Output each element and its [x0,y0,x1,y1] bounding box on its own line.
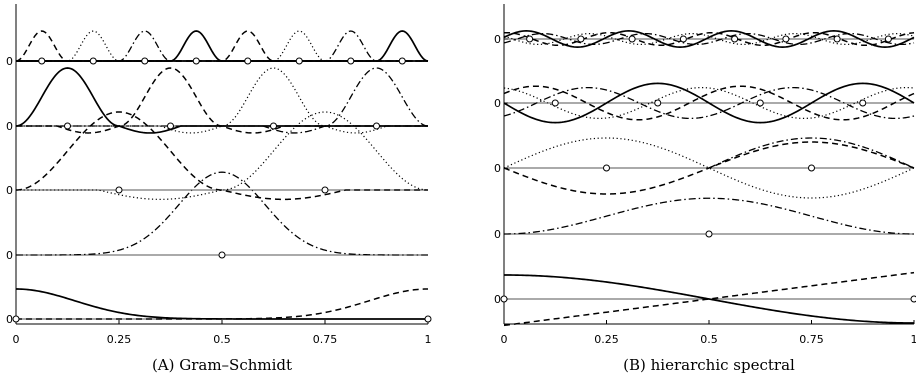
basis-curve-solid [15,67,428,134]
basis-curve-solid [503,82,915,124]
basis-curve-dotted [503,86,915,120]
node-marker [64,122,71,130]
node-marker [731,35,739,43]
basis-curve-dashdot [16,30,428,62]
basis-curve-dashed [503,85,915,121]
x-tick-label: 0.5 [213,333,231,346]
row-zero-label: 0 [6,313,13,326]
basis-curve-dotted [16,30,428,62]
row-zero-label: 0 [6,120,13,133]
node-marker [603,164,610,172]
basis-curve-solid [503,30,915,48]
node-marker [782,35,790,43]
panel-caption: (B) hierarchic spectral [623,356,795,374]
basis-curve-dotted [503,137,915,199]
node-marker [551,99,559,107]
panel-hierarchic-spectral: 0 0.25 0.5 0.75 1 0 0 0 0 0 (B) hierarchic spectra… [494,4,916,374]
node-marker [115,186,123,194]
node-marker [577,35,585,43]
row-zero-label: 0 [6,184,13,197]
x-tick-label: 0.75 [799,333,824,346]
x-tick-label: 0.75 [313,333,338,346]
node-marker [373,122,380,130]
row-zero-label: 0 [6,55,13,68]
x-tick-label: 1 [425,333,432,346]
basis-curve-dashdot [16,171,428,256]
node-marker [679,35,687,43]
basis-curve-dashdot [16,67,429,134]
basis-curve-solid [15,288,428,320]
x-tick-label: 0.25 [107,333,132,346]
node-marker [526,35,534,43]
x-tick-label: 0 [13,333,20,346]
basis-curve-dashed [15,30,428,62]
basis-curve-dashdot [16,30,428,62]
node-marker [756,99,764,107]
node-marker [910,295,916,303]
basis-curve-dashed [15,111,428,201]
node-marker [141,57,149,65]
basis-curve-solid [16,30,429,62]
basis-curve-dotted [16,111,429,200]
node-marker [295,57,303,65]
x-tick-label: 0.25 [594,333,619,346]
node-marker [424,315,432,323]
node-marker [218,251,226,259]
basis-curve-solid [504,274,914,324]
node-marker [38,57,46,65]
node-marker [270,122,277,130]
node-marker [808,164,815,172]
node-marker [705,230,713,238]
row-zero-label: 0 [494,293,501,306]
row-zero-label: 0 [494,33,501,46]
node-marker [500,295,508,303]
node-marker [167,122,174,130]
x-tick-label: 0.5 [700,333,718,346]
row-zero-label: 0 [6,249,13,262]
row-zero-label: 0 [494,228,501,241]
node-marker [192,57,200,65]
node-marker [347,57,355,65]
basis-curve-dashed [16,67,428,134]
basis-curve-dashed [503,271,915,327]
node-marker [398,57,406,65]
basis-curve-dotted [16,30,428,62]
basis-curve-solid [16,30,428,62]
node-marker [321,186,329,194]
node-marker [654,99,662,107]
x-tick-label: 1 [911,333,916,346]
panel-caption: (A) Gram–Schmidt [152,356,292,374]
basis-curve-dashdot [503,197,915,235]
node-marker [628,35,636,43]
row-zero-label: 0 [494,97,501,110]
node-marker [833,35,841,43]
basis-curve-dashed [16,30,428,62]
x-tick-label: 0 [501,333,508,346]
node-marker [884,35,892,43]
basis-curve-dashdot [503,86,915,120]
basis-curve-dashed [503,31,915,47]
node-marker [859,99,867,107]
basis-curve-dashdot [708,137,915,169]
basis-curve-dashdot [503,32,915,46]
node-marker [89,57,97,65]
basis-curve-dashed [16,288,429,320]
node-marker [12,315,20,323]
row-zero-label: 0 [494,162,501,175]
node-marker [244,57,252,65]
basis-curve-dotted [16,67,428,134]
